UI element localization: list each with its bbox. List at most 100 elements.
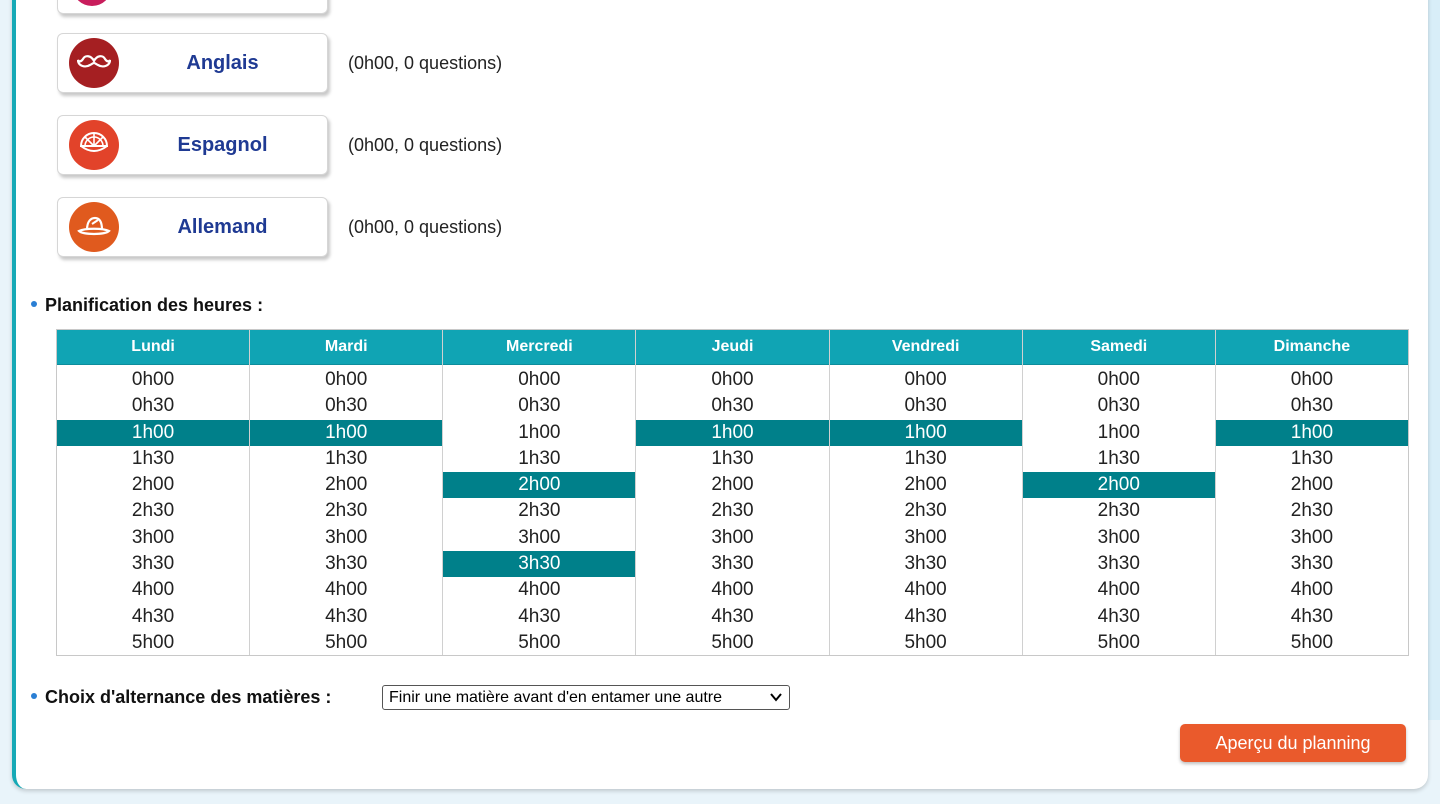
time-slot[interactable]: 0h30 [518, 395, 561, 417]
time-slot[interactable]: 4h30 [904, 605, 947, 627]
day-column-mardi: Mardi 0h00 0h30 1h00 1h30 2h00 2h30 3h00 3h30 4h0… [250, 330, 444, 655]
time-slot[interactable]: 3h00 [1097, 526, 1140, 548]
time-slot[interactable]: 2h00 [1022, 472, 1215, 499]
alternance-select[interactable]: Finir une matière avant d'en entamer une… [382, 685, 790, 710]
time-slot[interactable]: 3h30 [443, 551, 636, 578]
time-slot[interactable]: 1h00 [636, 419, 829, 446]
time-slot[interactable]: 1h30 [904, 447, 947, 469]
time-slot[interactable]: 4h30 [711, 605, 754, 627]
time-slot[interactable]: 1h00 [57, 419, 250, 446]
time-slot[interactable]: 2h30 [518, 500, 561, 522]
time-slot[interactable]: 0h30 [1097, 395, 1140, 417]
subject-button-partial[interactable] [57, 0, 328, 14]
subject-name: Espagnol [177, 134, 268, 156]
time-slot[interactable]: 3h00 [131, 526, 175, 548]
bullet-icon [31, 301, 37, 308]
time-slot[interactable]: 0h00 [904, 369, 947, 390]
time-slot[interactable]: 4h00 [518, 579, 561, 601]
subject-info-allemand: (0h00, 0 questions) [348, 217, 503, 237]
day-column-samedi: Samedi 0h00 0h30 1h00 1h30 2h00 2h30 3h00 3h30 4h… [1022, 330, 1216, 655]
time-slot[interactable]: 2h30 [711, 500, 754, 522]
time-slot[interactable]: 4h30 [325, 605, 368, 627]
time-slot[interactable]: 2h30 [1097, 500, 1140, 522]
time-slot[interactable]: 0h30 [904, 395, 947, 417]
time-slot[interactable]: 0h00 [1290, 369, 1334, 390]
time-slot[interactable]: 5h00 [1097, 631, 1140, 653]
time-slot[interactable]: 1h00 [829, 419, 1022, 446]
time-slot[interactable]: 0h00 [131, 369, 175, 390]
time-slot[interactable]: 3h00 [711, 526, 754, 548]
time-slot[interactable]: 2h00 [1290, 474, 1334, 496]
time-slot[interactable]: 2h00 [904, 474, 947, 496]
time-slot[interactable]: 5h00 [325, 631, 368, 653]
time-slot[interactable]: 2h30 [325, 500, 368, 522]
hours-schedule-table: Lundi 0h00 0h30 1h00 1h30 2h00 2h30 3h00 3h30 4h0… [56, 329, 1409, 656]
time-slot[interactable]: 2h00 [325, 474, 368, 496]
time-slot[interactable]: 0h00 [711, 369, 754, 390]
time-slot[interactable]: 5h00 [904, 631, 947, 653]
time-slot[interactable]: 1h00 [518, 421, 561, 443]
time-slot[interactable]: 5h00 [518, 631, 561, 653]
time-slot[interactable]: 1h30 [518, 447, 561, 469]
time-slot[interactable]: 1h00 [1097, 421, 1140, 443]
time-slot[interactable]: 4h00 [325, 579, 368, 601]
time-slot[interactable]: 0h30 [1290, 395, 1334, 417]
time-slot[interactable]: 4h00 [1097, 579, 1140, 601]
time-slot[interactable]: 1h30 [1290, 447, 1334, 469]
planning-section-label: Planification des heures : [31, 294, 263, 316]
time-slot[interactable]: 4h00 [711, 579, 754, 601]
bullet-icon [31, 693, 37, 700]
time-slot[interactable]: 3h30 [904, 553, 947, 575]
time-slot[interactable]: 4h30 [1097, 605, 1140, 627]
time-slot[interactable]: 0h30 [711, 395, 754, 417]
time-slot[interactable]: 0h30 [131, 395, 175, 417]
time-slot[interactable]: 3h30 [325, 553, 368, 575]
time-slot[interactable]: 5h00 [1290, 631, 1334, 653]
time-slot[interactable]: 3h00 [1290, 526, 1334, 548]
time-slot[interactable]: 3h30 [131, 553, 175, 575]
time-slot[interactable]: 4h00 [1290, 579, 1334, 601]
time-slot[interactable]: 0h00 [518, 369, 561, 390]
time-slot[interactable]: 2h30 [1290, 500, 1334, 522]
hat-icon [69, 202, 119, 252]
subject-button-anglais[interactable]: Anglais [57, 33, 328, 93]
time-slot[interactable]: 4h30 [518, 605, 561, 627]
subject-button-allemand[interactable]: Allemand [57, 197, 328, 257]
time-slot[interactable]: 0h00 [1097, 369, 1140, 390]
chevron-down-icon [770, 693, 782, 702]
time-slot[interactable]: 1h30 [325, 447, 368, 469]
time-slot[interactable]: 5h00 [711, 631, 754, 653]
subject-icon-partial [73, 0, 111, 6]
day-header: Dimanche [1215, 330, 1408, 365]
time-slot[interactable]: 2h30 [131, 500, 175, 522]
time-slot[interactable]: 3h00 [325, 526, 368, 548]
time-slot[interactable]: 3h30 [1290, 553, 1334, 575]
time-slot[interactable]: 4h00 [904, 579, 947, 601]
day-header: Samedi [1022, 330, 1215, 365]
time-slot[interactable]: 3h00 [518, 526, 561, 548]
time-slot[interactable]: 3h00 [904, 526, 947, 548]
time-slot[interactable]: 1h30 [711, 447, 754, 469]
time-slot[interactable]: 1h30 [1097, 447, 1140, 469]
time-slot[interactable]: 2h30 [904, 500, 947, 522]
time-slot[interactable]: 1h00 [1215, 419, 1408, 446]
day-header: Jeudi [636, 330, 829, 365]
subject-button-espagnol[interactable]: Espagnol [57, 115, 328, 175]
time-slot[interactable]: 5h00 [131, 631, 175, 653]
time-slot[interactable]: 1h00 [250, 419, 443, 446]
alternance-label-text: Choix d'alternance des matières : [45, 687, 332, 707]
time-slot[interactable]: 3h30 [1097, 553, 1140, 575]
time-slot[interactable]: 4h30 [1290, 605, 1334, 627]
day-column-dimanche: Dimanche 0h00 0h30 1h00 1h30 2h00 2h30 3h00 3h30… [1215, 330, 1408, 655]
time-slot[interactable]: 4h00 [131, 579, 175, 601]
time-slot[interactable]: 4h30 [131, 605, 175, 627]
preview-planning-button[interactable]: Aperçu du planning [1180, 724, 1406, 762]
time-slot[interactable]: 2h00 [711, 474, 754, 496]
time-slot[interactable]: 2h00 [131, 474, 175, 496]
time-slot[interactable]: 0h30 [325, 395, 368, 417]
time-slot[interactable]: 2h00 [443, 472, 636, 499]
time-slot[interactable]: 3h30 [711, 553, 754, 575]
time-slot[interactable]: 1h30 [131, 447, 175, 469]
time-slot[interactable]: 0h00 [325, 369, 368, 390]
day-header: Lundi [57, 330, 250, 365]
